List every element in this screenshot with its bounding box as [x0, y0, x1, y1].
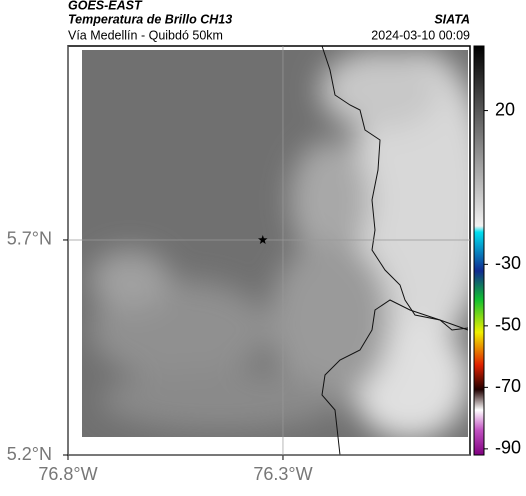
- colorbar-tick-label: -70: [495, 376, 521, 396]
- x-tick-label: 76.8°W: [38, 464, 97, 484]
- colorbar-tick-label: 20: [495, 99, 515, 119]
- title: Temperatura de Brillo CH13: [68, 12, 232, 26]
- colorbar: [473, 45, 485, 456]
- datetime: 2024-03-10 00:09: [371, 28, 470, 42]
- y-tick-label: 5.7°N: [7, 229, 52, 249]
- colorbar-tick-label: -30: [495, 253, 521, 273]
- location: Vía Medellín - Quibdó 50km: [68, 28, 223, 42]
- location-marker: [258, 235, 268, 244]
- border: [321, 299, 469, 456]
- border: [321, 45, 469, 331]
- source: GOES-EAST: [68, 0, 143, 12]
- y-tick-label: 5.2°N: [7, 444, 52, 464]
- colorbar-tick-label: -90: [495, 438, 521, 458]
- satellite-image: [82, 50, 468, 437]
- agency: SIATA: [434, 12, 470, 26]
- x-tick-label: 76.3°W: [253, 464, 312, 484]
- colorbar-tick-label: -50: [495, 315, 521, 335]
